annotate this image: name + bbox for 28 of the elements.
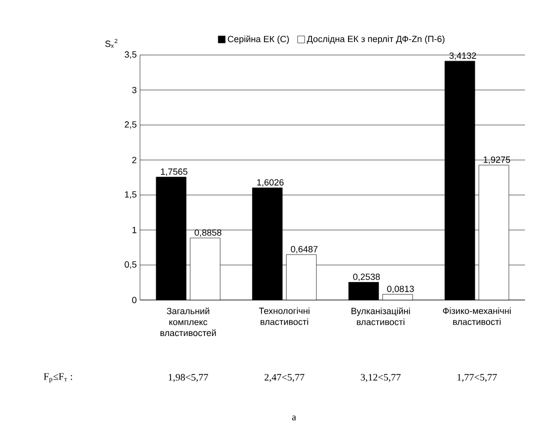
data-label: 1,6026: [257, 179, 284, 187]
data-label: 1,7565: [161, 168, 188, 176]
x-tick-label: Вулканізаційні властивості: [352, 307, 410, 326]
y-tick-label: 3,5: [124, 51, 136, 59]
y-tick-label: 3: [132, 86, 136, 94]
y-tick-label: 1,5: [125, 191, 136, 199]
x-tick-label: Фізико-механічні властивості: [442, 307, 511, 325]
text: F$_{p}$≤F$_{т}$ :: [44, 373, 72, 383]
data-label: 0,6487: [290, 246, 318, 254]
legend-label: Дослідна ЕК з перліт ДФ-Zn (П-6): [306, 36, 444, 44]
y-tick-label: 1: [132, 226, 136, 234]
legend-label: Серійна ЕК (С): [228, 35, 289, 44]
y-tick-label: 0,5: [124, 261, 136, 269]
data-label: 3,4132: [449, 52, 476, 60]
y-tick-label: 0: [132, 296, 136, 304]
text: 3,12<5,77: [360, 374, 401, 382]
x-tick-label: Технологічні властивості: [258, 307, 310, 325]
data-label: 0,8858: [194, 229, 222, 237]
x-tick-label: Загальний комплекс властивостей: [160, 307, 216, 336]
text: 1,77<5,77: [458, 374, 497, 382]
data-label: 0,0813: [387, 286, 414, 294]
text: 2,47<5,77: [264, 374, 304, 382]
text: а: [292, 416, 296, 420]
y-tick-label: 2: [132, 156, 136, 164]
text: 1,98<5,77: [168, 374, 208, 382]
data-label: 1,9275: [484, 156, 510, 164]
y-tick-label: 2,5: [124, 121, 136, 129]
data-label: 0,2538: [353, 274, 380, 282]
